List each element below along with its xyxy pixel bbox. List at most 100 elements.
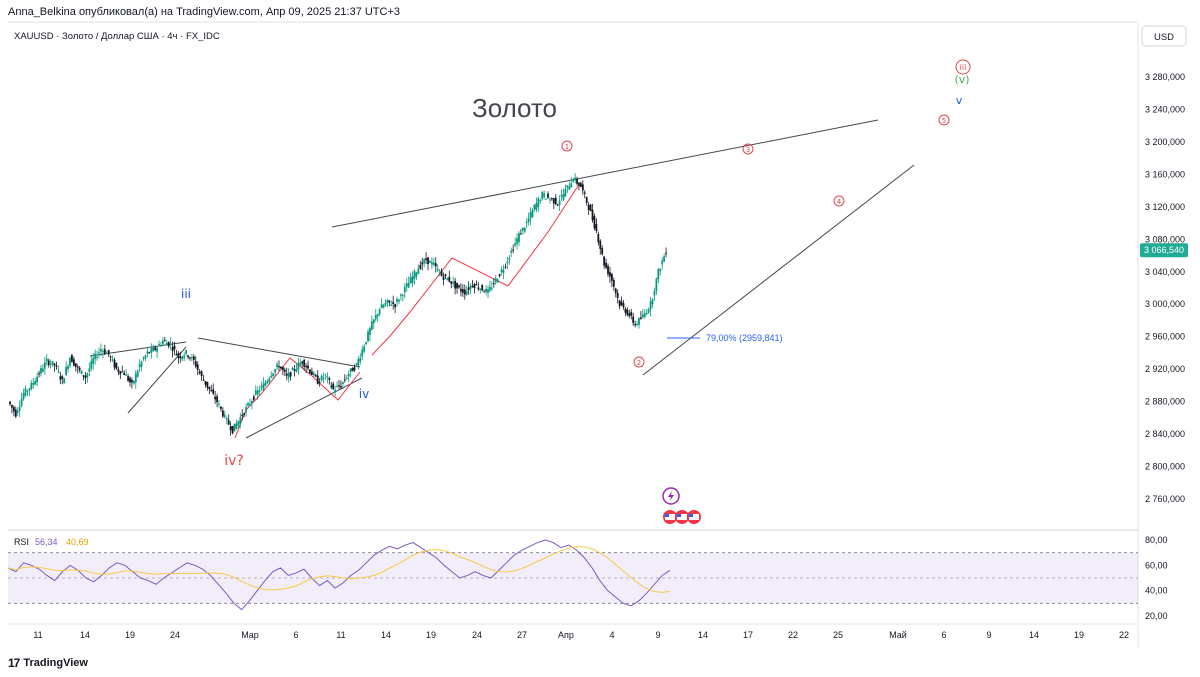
candle-body: [318, 381, 321, 383]
candle-body: [20, 398, 23, 407]
candle-body: [419, 265, 422, 269]
time-axis-tick: 4: [609, 630, 614, 640]
candle-body: [295, 368, 298, 372]
candle-body: [16, 410, 19, 413]
candle-body: [239, 417, 242, 424]
candle-body: [307, 365, 309, 369]
time-axis-tick: 14: [80, 630, 90, 640]
candle-body: [51, 361, 54, 365]
tradingview-logo[interactable]: 17 TradingView: [8, 656, 88, 670]
time-axis-tick: 22: [788, 630, 798, 640]
candle-body: [9, 401, 11, 405]
candle-body: [425, 258, 427, 261]
candle-body: [101, 351, 104, 353]
rsi-pane[interactable]: 80,00 60,00 40,00 20,00 RSI 56,34 40,69: [7, 535, 1168, 621]
candle-body: [127, 376, 129, 381]
candle-body: [365, 342, 367, 345]
candle-body: [535, 203, 538, 210]
candle-body: [36, 376, 38, 383]
candle-body: [603, 256, 606, 266]
candle-body: [134, 373, 137, 383]
candle-body: [549, 199, 551, 201]
time-axis-tick: 24: [170, 630, 180, 640]
candle-body: [96, 356, 98, 358]
candle-body: [628, 313, 631, 317]
candle-body: [59, 376, 62, 380]
economic-events[interactable]: [662, 487, 701, 524]
price-axis[interactable]: 3 280,000 3 240,000 3 200,000 3 160,000 3 12…: [1145, 72, 1185, 504]
rsi-axis: 80,00 60,00 40,00 20,00: [1145, 535, 1168, 621]
candle-body: [405, 283, 408, 287]
candle-body: [446, 278, 449, 281]
candle-body: [121, 371, 124, 373]
candle-body: [655, 278, 658, 291]
candle-body: [392, 301, 395, 304]
candle-body: [92, 358, 95, 364]
candle-body: [403, 286, 406, 293]
svg-text:3: 3: [746, 146, 750, 154]
candle-body: [512, 249, 515, 251]
candle-body: [169, 343, 172, 345]
candle-body: [440, 270, 443, 277]
candle-body: [442, 276, 445, 281]
candle-body: [506, 261, 509, 264]
currency-button-label: USD: [1154, 32, 1174, 43]
candle-body: [291, 368, 294, 371]
candle-body: [161, 340, 164, 345]
candle-body: [283, 369, 286, 372]
candle-body: [320, 375, 323, 381]
candle-body: [144, 355, 147, 359]
candle-body: [653, 291, 656, 296]
candle-body: [293, 369, 296, 371]
candle-body: [645, 312, 648, 314]
chart-text-annotation[interactable]: Золото: [472, 93, 557, 123]
svg-text:5: 5: [942, 117, 946, 125]
candle-body: [210, 389, 213, 392]
candle-body: [249, 403, 251, 405]
trendlines[interactable]: [89, 119, 915, 439]
candle-body: [599, 240, 602, 249]
candle-body: [231, 425, 234, 434]
candle-body: [380, 304, 383, 309]
candle-body: [516, 238, 518, 244]
candle-body: [167, 342, 170, 347]
time-axis-tick: 11: [33, 630, 42, 640]
time-axis[interactable]: 11 14 19 24 Мар 6 11 14 19 24 27 Апр 4 9 14 17 22 25 Май 6 9…: [33, 630, 1129, 640]
candle-body: [607, 265, 609, 275]
rsi-legend-value: 56,34: [35, 537, 58, 547]
candle-body: [305, 365, 307, 368]
candle-body: [324, 374, 327, 376]
time-axis-tick: 17: [743, 630, 753, 640]
candle-body: [585, 197, 588, 203]
candle-body: [43, 362, 46, 369]
time-axis-tick: Май: [889, 630, 907, 640]
wave-label-circled-iii: iii: [955, 59, 971, 75]
candle-body: [266, 380, 269, 384]
candle-body: [22, 393, 25, 400]
candle-body: [384, 303, 387, 306]
time-axis-tick: 19: [426, 630, 436, 640]
candle-body: [336, 385, 338, 387]
candle-body: [661, 260, 664, 265]
candle-body: [463, 289, 466, 295]
candle-body: [382, 305, 385, 308]
candle-body: [452, 281, 455, 284]
fib-retracement-label[interactable]: 79,00% (2959,841): [706, 333, 783, 343]
candle-body: [198, 371, 201, 374]
candle-body: [332, 383, 335, 389]
candle-body: [192, 356, 195, 360]
time-axis-tick: 14: [698, 630, 708, 640]
candle-body: [572, 180, 575, 182]
candle-body: [363, 346, 366, 352]
wave-labels[interactable]: 1 2 3 4 5 iii (v) v iii iv iv?: [181, 59, 971, 469]
time-axis-tick: 6: [941, 630, 946, 640]
candle-body: [554, 197, 557, 205]
candle-body: [221, 410, 224, 417]
candle-body: [212, 389, 215, 394]
candle-body: [390, 304, 393, 306]
currency-button[interactable]: USD: [1141, 25, 1187, 47]
candle-body: [597, 234, 600, 243]
wave-label-circled-2: 2: [633, 356, 645, 368]
time-axis-tick: 9: [655, 630, 660, 640]
